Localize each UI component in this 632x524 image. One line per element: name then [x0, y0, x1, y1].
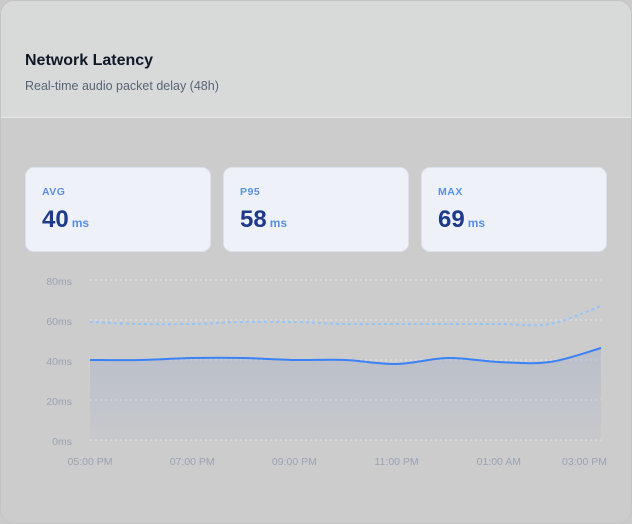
line — [89, 347, 602, 366]
stat-label: P95 — [240, 186, 261, 198]
card-subtitle: Real-time audio packet delay (48h) — [25, 79, 219, 93]
stat-unit: ms — [71, 216, 90, 230]
stat-number: 58 — [240, 206, 267, 233]
stat-card: P95 58 ms — [223, 167, 409, 252]
stat-unit: ms — [269, 216, 288, 230]
stat-card: MAX 69 ms — [421, 167, 607, 252]
x-tick-label: 09:00 PM — [272, 456, 317, 468]
y-tick-label: 80ms — [46, 276, 72, 288]
stat-number: 40 — [42, 206, 69, 233]
x-tick-label: 03:00 PM — [562, 456, 607, 468]
line — [89, 305, 602, 327]
stat-card: AVG 40 ms — [25, 167, 211, 252]
x-tick-label: 07:00 PM — [170, 456, 215, 468]
stat-value: 40 ms — [42, 206, 89, 234]
stat-label: AVG — [42, 186, 66, 198]
stat-unit: ms — [467, 216, 486, 230]
stat-number: 69 — [438, 206, 465, 233]
x-tick-label: 11:00 PM — [375, 456, 419, 468]
area — [90, 348, 601, 440]
y-tick-label: 0ms — [52, 436, 72, 448]
card-title: Network Latency — [25, 52, 154, 69]
x-tick-label: 01:00 AM — [477, 456, 521, 468]
y-tick-label: 20ms — [46, 396, 72, 408]
stat-label: MAX — [438, 186, 463, 198]
y-tick-label: 40ms — [46, 356, 72, 368]
x-tick-label: 05:00 PM — [68, 456, 113, 468]
stat-value: 69 ms — [438, 206, 485, 234]
stat-value: 58 ms — [240, 206, 287, 234]
card-header: Network Latency Real-time audio packet d… — [1, 1, 631, 118]
y-tick-label: 60ms — [46, 316, 72, 328]
